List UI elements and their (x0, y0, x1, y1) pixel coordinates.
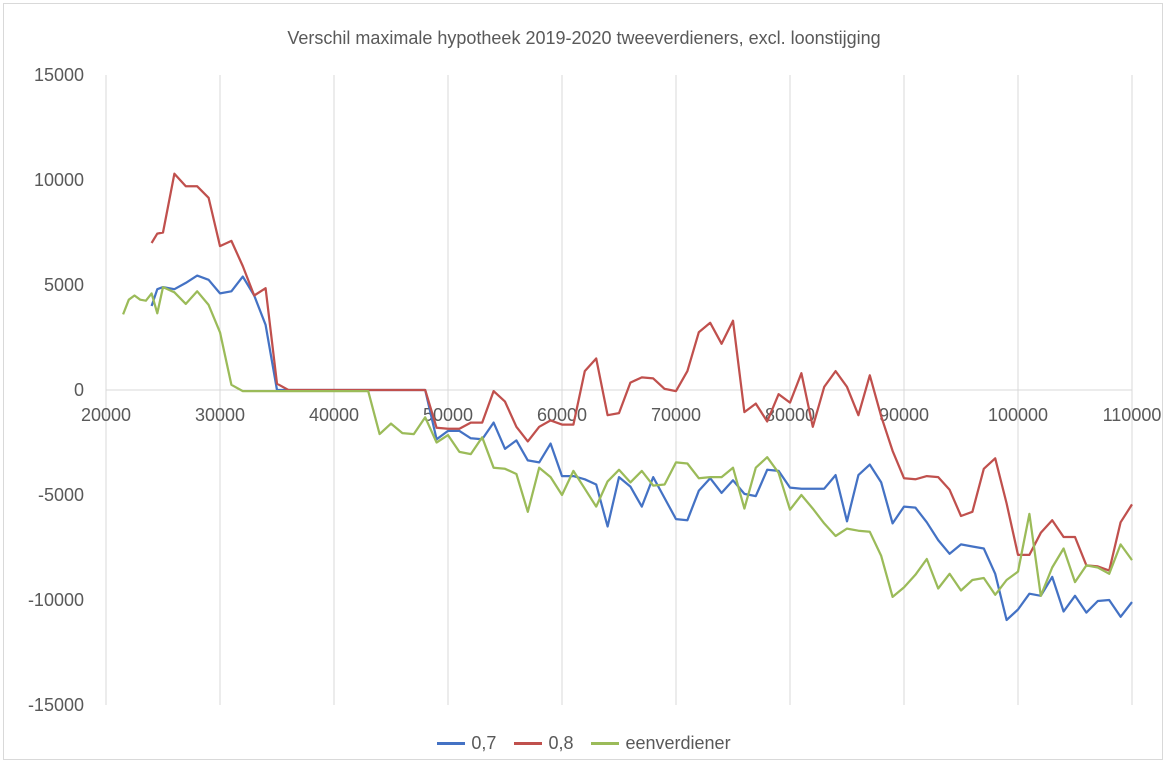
x-tick-label-2: 40000 (309, 405, 359, 425)
series-line-2 (122, 285, 1133, 599)
y-tick-label-3: 0 (74, 380, 84, 400)
y-axis-ticks: 15000 10000 5000 0 -5000 -10000 -15000 (28, 65, 84, 715)
legend-swatch-0-8 (514, 742, 543, 745)
x-tick-label-8: 100000 (988, 405, 1048, 425)
y-tick-label-6: -15000 (28, 695, 84, 715)
y-tick-label-0: 15000 (34, 65, 84, 85)
chart-title: Verschil maximale hypotheek 2019-2020 tw… (287, 28, 881, 48)
y-tick-label-5: -10000 (28, 590, 84, 610)
x-axis-ticks: 20000 30000 40000 50000 60000 70000 80000 90000… (81, 405, 1161, 425)
y-tick-label-2: 5000 (44, 275, 84, 295)
x-tick-label-0: 20000 (81, 405, 131, 425)
x-tick-label-3: 50000 (423, 405, 473, 425)
y-tick-label-1: 10000 (34, 170, 84, 190)
legend-label-0-7: 0,7 (471, 733, 497, 753)
legend-label-eenverdiener: eenverdiener (625, 733, 731, 753)
x-tick-label-6: 80000 (765, 405, 815, 425)
y-tick-label-4: -5000 (38, 485, 84, 505)
x-tick-label-4: 60000 (537, 405, 587, 425)
x-tick-label-7: 90000 (879, 405, 929, 425)
series-line-0 (150, 274, 1133, 622)
series-line-1 (150, 172, 1133, 572)
x-tick-label-1: 30000 (195, 405, 245, 425)
legend-item-0-7: 0,7 (437, 733, 496, 754)
legend-item-eenverdiener: eenverdiener (591, 733, 731, 754)
legend-label-0-8: 0,8 (548, 733, 574, 753)
legend: 0,7 0,8 eenverdiener (0, 733, 1168, 754)
x-tick-label-9: 110000 (1103, 405, 1162, 425)
legend-swatch-eenverdiener (591, 742, 620, 745)
legend-item-0-8: 0,8 (514, 733, 573, 754)
series-lines (122, 172, 1133, 622)
legend-swatch-0-7 (437, 742, 466, 745)
x-tick-label-5: 70000 (651, 405, 701, 425)
